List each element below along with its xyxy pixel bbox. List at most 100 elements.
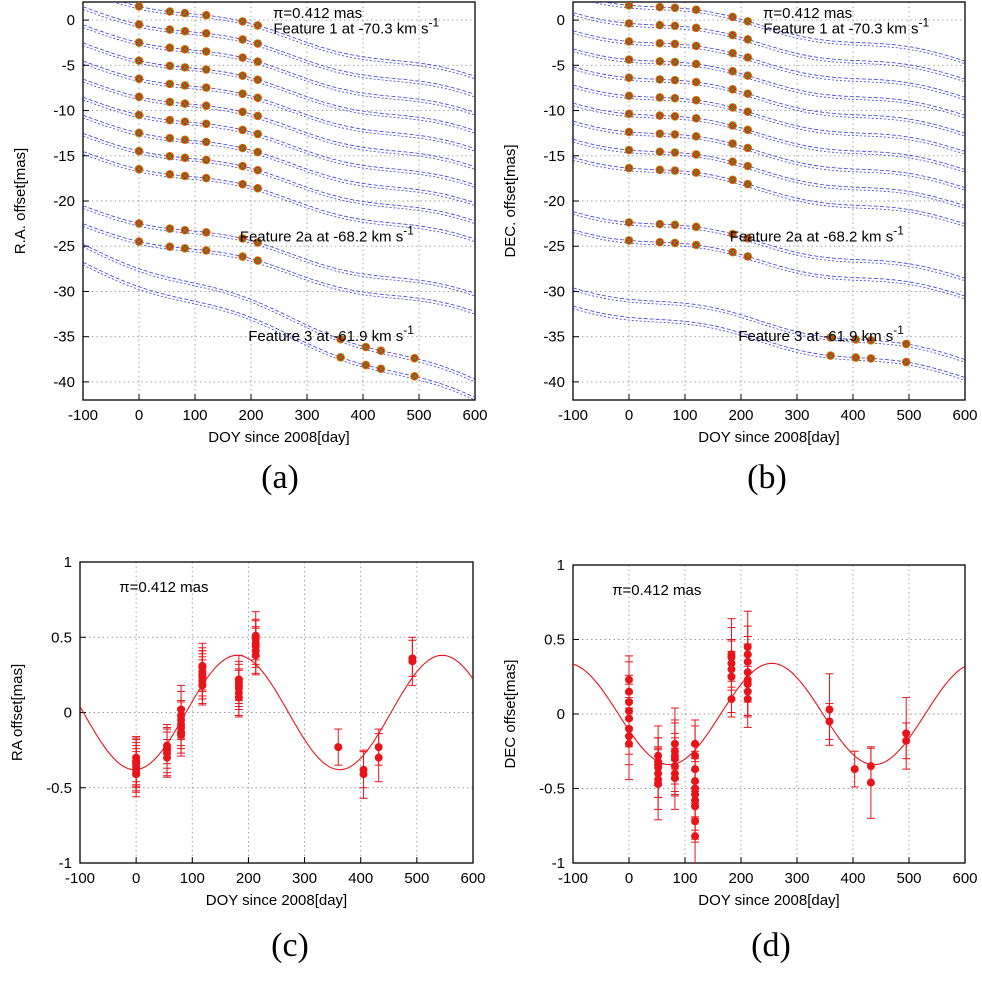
spot-cross bbox=[729, 248, 736, 256]
x-tick-label: 100 bbox=[180, 870, 205, 887]
spot-cross bbox=[254, 257, 262, 264]
spot-cross bbox=[744, 253, 752, 260]
spot-cross bbox=[625, 128, 633, 136]
spot-cross bbox=[625, 2, 633, 9]
panel-c: -100 0 100 200 300 400 500 600 1 0.5 0 -0.5 -1 DOY si… bbox=[9, 554, 486, 964]
x-tick-label: 100 bbox=[672, 407, 697, 424]
parallax-label: π=0.412 mas bbox=[119, 579, 208, 596]
spot-cross bbox=[202, 29, 210, 37]
spot-cross bbox=[656, 148, 664, 156]
fit-line bbox=[83, 135, 475, 225]
spot-cross bbox=[166, 152, 174, 160]
spot-cross bbox=[135, 2, 143, 10]
fit-line bbox=[83, 24, 475, 113]
y-tick-label: -10 bbox=[53, 103, 75, 120]
spot-cross bbox=[239, 54, 246, 61]
spot-cross bbox=[625, 56, 633, 63]
x-tick-label: 300 bbox=[292, 870, 317, 887]
spot-cross bbox=[239, 180, 246, 188]
spot-cross bbox=[625, 74, 633, 82]
spot-cross bbox=[377, 347, 385, 355]
fit-line bbox=[573, 84, 965, 152]
spot-cross bbox=[254, 112, 262, 120]
x-axis-label: DOY since 2008[day] bbox=[698, 429, 839, 446]
spot-cross bbox=[744, 36, 752, 43]
spot-cross bbox=[656, 3, 664, 11]
spot-cross bbox=[254, 40, 262, 47]
fit-line bbox=[83, 205, 475, 294]
spot-cross bbox=[744, 144, 752, 152]
y-axis-label: R.A. offset[mas] bbox=[12, 148, 29, 254]
spot-cross bbox=[181, 118, 189, 126]
fit-line bbox=[83, 117, 475, 206]
spot-cross bbox=[729, 67, 736, 75]
x-tick-label: 300 bbox=[784, 407, 809, 424]
feature-label: Feature 1 at -70.3 km s-1 bbox=[273, 16, 439, 38]
x-axis-label: DOY since 2008[day] bbox=[206, 892, 347, 909]
plot-area bbox=[80, 611, 473, 799]
spot-cross bbox=[181, 154, 189, 162]
spot-cross bbox=[202, 66, 210, 73]
spot-cross bbox=[744, 180, 752, 188]
fit-line bbox=[83, 27, 475, 116]
spot-cross bbox=[166, 44, 174, 52]
spot-cross bbox=[239, 162, 246, 170]
spot-cross bbox=[744, 54, 752, 61]
spot-cross bbox=[827, 352, 834, 359]
feature-label: Feature 2a at -68.2 km s-1 bbox=[240, 224, 414, 246]
x-tick-label: 0 bbox=[132, 870, 140, 887]
spot-cross bbox=[202, 48, 210, 55]
spot-cross bbox=[692, 223, 700, 231]
y-tick-label: 0 bbox=[557, 706, 565, 723]
x-tick-label: 600 bbox=[952, 870, 977, 887]
data-point bbox=[850, 765, 859, 774]
y-tick-label: -0.5 bbox=[46, 780, 72, 797]
fit-line bbox=[83, 133, 475, 222]
x-tick-label: 200 bbox=[728, 870, 753, 887]
y-tick-label: 0.5 bbox=[51, 629, 72, 646]
spot-cross bbox=[744, 72, 752, 79]
spot-cross bbox=[692, 96, 700, 104]
spot-cross bbox=[135, 165, 143, 173]
spot-cross bbox=[239, 108, 246, 116]
spot-cross bbox=[254, 76, 262, 84]
spot-cross bbox=[625, 110, 633, 118]
spot-cross bbox=[692, 6, 700, 14]
spot-cross bbox=[729, 230, 736, 238]
panel-a: -100 0 100 200 300 400 500 600 0 -5 -10 -15 -20 -25 -3… bbox=[12, 1, 488, 496]
spot-cross bbox=[867, 355, 875, 362]
spot-cross bbox=[411, 354, 418, 362]
spot-cross bbox=[181, 172, 189, 180]
spot-cross bbox=[239, 72, 246, 79]
x-tick-label: 400 bbox=[840, 870, 865, 887]
spot-cross bbox=[656, 39, 664, 47]
spot-cross bbox=[656, 57, 664, 65]
spot-cross bbox=[166, 80, 174, 88]
spot-cross bbox=[166, 225, 174, 232]
spot-cross bbox=[671, 4, 679, 12]
parallax-label: π=0.412 mas bbox=[273, 5, 362, 22]
fit-line bbox=[83, 208, 475, 297]
parallax-model-curve bbox=[573, 662, 965, 766]
x-tick-label: -100 bbox=[558, 870, 588, 887]
spot-cross bbox=[656, 76, 664, 83]
parallax-model-curve bbox=[80, 654, 473, 771]
y-tick-label: 0.5 bbox=[544, 632, 565, 649]
y-tick-label: -40 bbox=[543, 374, 565, 391]
spot-cross bbox=[135, 75, 143, 83]
spot-cross bbox=[671, 76, 679, 84]
y-tick-label: -20 bbox=[543, 193, 565, 210]
spot-cross bbox=[744, 235, 752, 242]
fit-line bbox=[83, 78, 475, 168]
y-tick-label: 1 bbox=[557, 557, 565, 574]
spot-cross bbox=[692, 169, 700, 176]
y-tick-label: 0 bbox=[557, 12, 565, 29]
spot-cross bbox=[202, 156, 210, 164]
spot-cross bbox=[239, 126, 246, 134]
data-point bbox=[198, 670, 207, 679]
feature-label: Feature 3 at -61.9 km s-1 bbox=[738, 323, 904, 345]
spot-cross bbox=[135, 238, 143, 245]
spot-cross bbox=[625, 38, 633, 45]
fit-line bbox=[573, 305, 965, 378]
data-point bbox=[163, 753, 172, 762]
